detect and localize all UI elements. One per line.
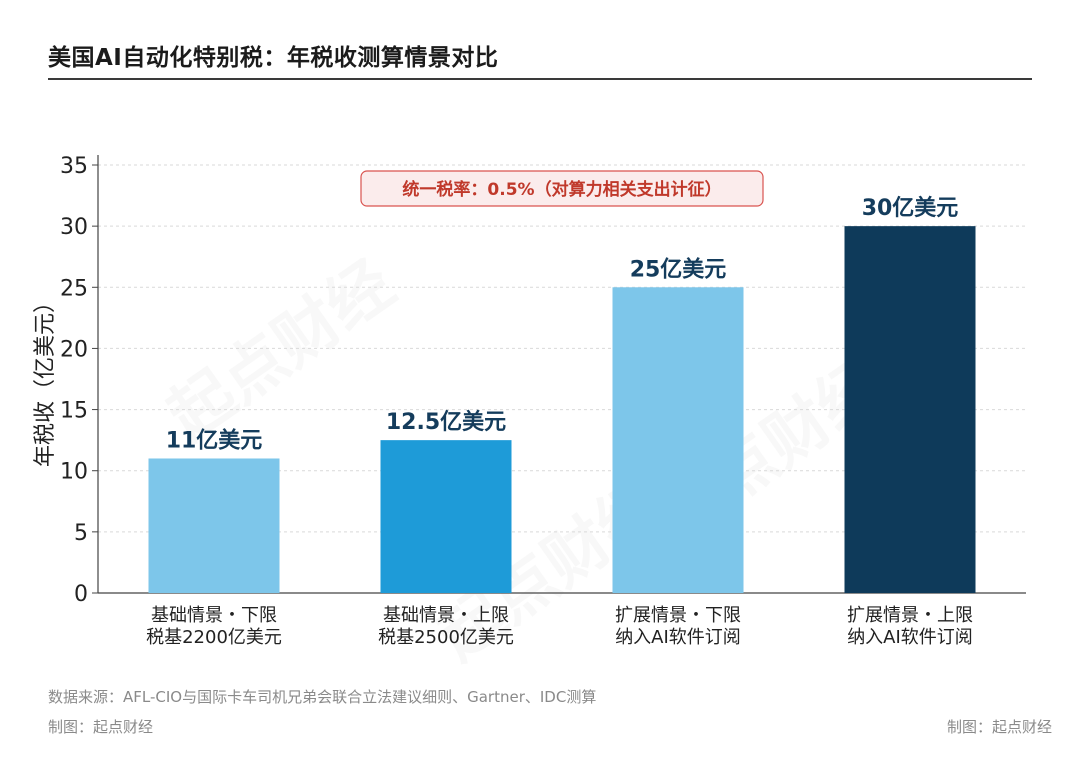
x-tick-label: 基础情景・上限 [383, 605, 509, 626]
annotation-box [360, 170, 764, 207]
x-tick-label: 税基2500亿美元 [378, 627, 514, 648]
credit-left: 制图：起点财经 [48, 718, 154, 736]
bar [380, 440, 512, 593]
data-label: 30亿美元 [862, 195, 959, 221]
y-tick-label: 20 [60, 337, 88, 362]
y-tick-label: 15 [60, 399, 88, 424]
x-tick-label: 纳入AI软件订阅 [615, 627, 741, 648]
x-tick-label: 基础情景・下限 [151, 605, 277, 626]
data-label: 11亿美元 [166, 427, 263, 453]
y-tick-label: 5 [74, 521, 88, 546]
source-note: 数据来源：AFL-CIO与国际卡车司机兄弟会联合立法建议细则、Gartner、I… [48, 688, 597, 706]
bar [844, 226, 976, 593]
bar [148, 458, 280, 593]
data-label: 12.5亿美元 [386, 409, 506, 435]
credit-right: 制图：起点财经 [946, 718, 1052, 736]
annotation-text: 统一税率：0.5%（对算力相关支出计征） [402, 179, 721, 200]
y-tick-label: 10 [60, 460, 88, 485]
y-tick-label: 0 [74, 582, 88, 607]
x-tick-label: 扩展情景・上限 [847, 605, 973, 626]
bar [612, 287, 744, 593]
data-label: 25亿美元 [630, 256, 727, 282]
bar-chart: 0 5 10 15 20 25 30 35 年税收（亿美元） 11亿美元基础情景・下限税基2200… [33, 154, 1026, 648]
y-tick-label: 30 [60, 215, 88, 240]
x-tick-label: 税基2200亿美元 [146, 627, 282, 648]
y-tick-label: 25 [60, 276, 88, 301]
y-axis-label: 年税收（亿美元） [33, 291, 58, 467]
y-tick-label: 35 [60, 154, 88, 179]
x-tick-label: 纳入AI软件订阅 [847, 627, 973, 648]
x-tick-label: 扩展情景・下限 [615, 605, 741, 626]
chart-title: 美国AI自动化特别税：年税收测算情景对比 [48, 45, 499, 71]
title-divider [48, 78, 1032, 80]
